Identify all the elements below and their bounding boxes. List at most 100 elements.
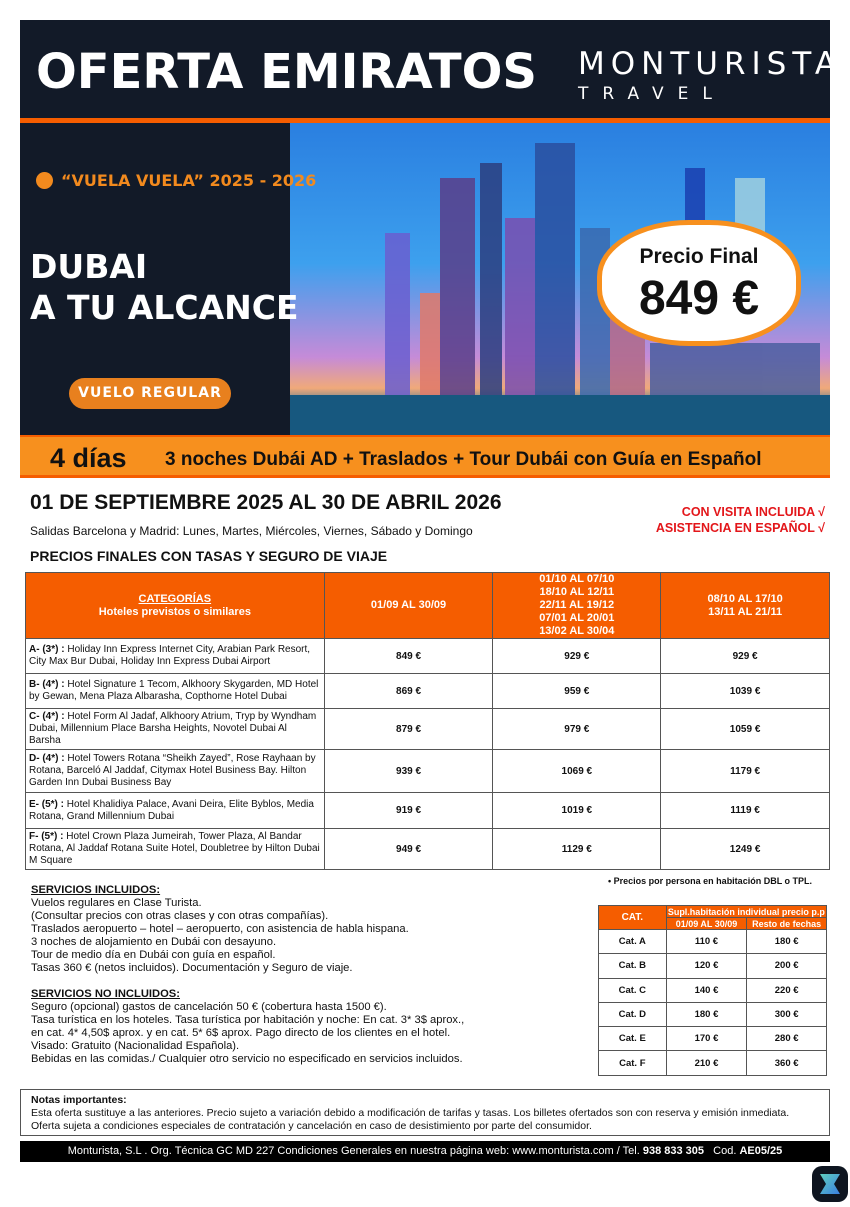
categories-title: CATEGORÍAS <box>138 592 212 605</box>
date-range: 13/11 AL 21/11 <box>708 605 783 618</box>
header-col1: 01/09 AL 30/09 <box>323 572 494 639</box>
included-item: 3 noches de alojamiento en Dubái con des… <box>31 936 277 948</box>
header-col3: 08/10 AL 17/10 13/11 AL 21/11 <box>660 572 830 639</box>
category-cell: Cat. F <box>598 1050 667 1076</box>
table-header-row: CATEGORÍAS Hoteles previstos o similares … <box>25 572 830 639</box>
table-row: F- (5*) : Hotel Crown Plaza Jumeirah, To… <box>25 828 830 870</box>
prices-title: PRECIOS FINALES CON TASAS Y SEGURO DE VI… <box>30 548 388 564</box>
price-cell: 849 € <box>323 638 494 674</box>
table-row: Cat. C 140 €220 € <box>598 977 827 1003</box>
orange-dot-icon <box>36 172 53 189</box>
price-cell: 929 € <box>660 638 830 674</box>
category-code: D- (4*) : <box>29 753 65 764</box>
price-cell: 110 € <box>665 928 748 955</box>
price-note: • Precios por persona en habitación DBL … <box>608 876 813 886</box>
flight-badge: VUELO REGULAR <box>69 378 231 409</box>
hotel-list: Hotel Signature 1 Tecom, Alkhoory Skygar… <box>29 679 319 702</box>
date-range: 08/10 AL 17/10 <box>707 592 783 605</box>
not-included-item: Visado: Gratuito (Nacionalidad Española)… <box>31 1040 240 1052</box>
monturista-logo: MONTURISTA TRAVEL <box>578 46 842 104</box>
category-cell: Cat. A <box>598 928 667 955</box>
skyline-illustration <box>290 143 830 435</box>
price-cell: 180 € <box>665 1001 748 1028</box>
category-code: F- (5*) : <box>29 831 64 842</box>
header-col1: 01/09 AL 30/09 <box>665 917 748 930</box>
price-cell: 979 € <box>492 708 662 750</box>
table-row: Cat. D 180 €300 € <box>598 1001 827 1028</box>
category-cell: Cat. C <box>598 977 667 1003</box>
included-item: Traslados aeropuerto – hotel – aeropuert… <box>31 923 409 935</box>
headline-line2: A TU ALCANCE <box>30 288 299 327</box>
price-cell: 220 € <box>746 977 827 1003</box>
app-logo-icon[interactable] <box>812 1166 848 1202</box>
headline-line1: DUBAI <box>30 247 148 286</box>
header-categories: CATEGORÍAS Hoteles previstos o similares <box>25 572 325 639</box>
price-label: Precio Final <box>639 245 759 268</box>
price-table: CATEGORÍAS Hoteles previstos o similares … <box>25 572 830 870</box>
category-cell: Cat. D <box>598 1001 667 1028</box>
price-cell: 879 € <box>323 708 494 750</box>
hotel-category-cell: D- (4*) : Hotel Towers Rotana “Sheikh Za… <box>25 749 325 793</box>
header-supplement: Supl.habitación individual precio p.p <box>665 905 828 918</box>
footer-phone: 938 833 305 <box>642 1145 704 1157</box>
footer-code-label: Cod. <box>704 1145 740 1157</box>
date-range: 07/01 AL 20/01 <box>539 612 615 624</box>
itinerary-banner <box>20 435 830 478</box>
category-code: C- (4*) : <box>29 711 65 722</box>
departures-info: Salidas Barcelona y Madrid: Lunes, Marte… <box>30 524 473 538</box>
highlight-visit: CON VISITA INCLUIDA √ <box>681 505 825 519</box>
price-cell: 869 € <box>323 673 494 709</box>
date-range: 13/02 AL 30/04 <box>539 625 615 637</box>
table-row: Cat. A 110 €180 € <box>598 928 827 955</box>
table-row: A- (3*) : Holiday Inn Express Internet C… <box>25 638 830 674</box>
price-cell: 120 € <box>665 953 748 979</box>
notes-line: Esta oferta sustituye a las anteriores. … <box>31 1107 790 1119</box>
price-cell: 360 € <box>746 1050 827 1076</box>
price-cell: 140 € <box>665 977 748 1003</box>
hotel-list: Hotel Crown Plaza Jumeirah, Tower Plaza,… <box>29 831 320 866</box>
header-col2: Resto de fechas <box>746 917 827 930</box>
price-cell: 280 € <box>746 1026 827 1052</box>
notes-title: Notas importantes: <box>31 1094 127 1106</box>
not-included-item: Seguro (opcional) gastos de cancelación … <box>31 1001 387 1013</box>
category-code: E- (5*) : <box>29 798 64 810</box>
spacer <box>31 975 464 988</box>
not-included-item: Tasa turística en los hoteles. Tasa turí… <box>31 1014 465 1026</box>
logo-line2: TRAVEL <box>578 84 726 104</box>
price-value: 849 € <box>638 272 760 325</box>
price-cell: 929 € <box>492 638 662 674</box>
price-bubble: Precio Final 849 € <box>597 220 801 346</box>
category-code: B- (4*) : <box>29 679 65 690</box>
itinerary-summary: 3 noches Dubái AD + Traslados + Tour Dub… <box>165 449 762 470</box>
table-header-row: CAT. Supl.habitación individual precio p… <box>598 905 828 930</box>
hotel-category-cell: B- (4*) : Hotel Signature 1 Tecom, Alkho… <box>25 673 325 709</box>
hero-headline: DUBAI A TU ALCANCE <box>30 246 299 328</box>
hotel-list: Hotel Form Al Jadaf, Alkhoory Atrium, Tr… <box>29 711 317 746</box>
header-divider <box>20 118 830 123</box>
included-item: Tasas 360 € (netos incluidos). Documenta… <box>31 962 353 974</box>
campaign-label: “VUELA VUELA” 2025 - 2026 <box>36 171 316 190</box>
price-cell: 939 € <box>323 749 494 793</box>
price-cell: 1249 € <box>660 828 830 870</box>
campaign-text: “VUELA VUELA” 2025 - 2026 <box>61 171 317 190</box>
notes-line: Oferta sujeta a condiciones especiales d… <box>31 1120 592 1132</box>
table-row: Cat. B 120 €200 € <box>598 953 827 979</box>
hotel-category-cell: F- (5*) : Hotel Crown Plaza Jumeirah, To… <box>25 828 325 870</box>
price-cell: 959 € <box>492 673 662 709</box>
table-row: B- (4*) : Hotel Signature 1 Tecom, Alkho… <box>25 673 830 709</box>
not-included-item: Bebidas en las comidas./ Cualquier otro … <box>31 1053 463 1065</box>
price-cell: 949 € <box>323 828 494 870</box>
footer: Monturista, S.L . Org. Técnica GC MD 227… <box>20 1141 830 1162</box>
table-subheader-row: 01/09 AL 30/09 Resto de fechas <box>599 917 827 930</box>
price-cell: 919 € <box>323 792 494 829</box>
header-cat: CAT. <box>598 905 667 930</box>
validity-dates: 01 DE SEPTIEMBRE 2025 AL 30 DE ABRIL 202… <box>30 491 502 514</box>
date-range: 22/11 AL 19/12 <box>539 599 615 611</box>
not-included-title: SERVICIOS NO INCLUIDOS: <box>31 988 180 1000</box>
header-col2: 01/10 AL 07/10 18/10 AL 12/11 22/11 AL 1… <box>492 572 662 639</box>
price-cell: 170 € <box>665 1026 748 1052</box>
hotel-list: Hotel Towers Rotana “Sheikh Zayed”, Rose… <box>29 753 316 788</box>
logo-line1: MONTURISTA <box>578 46 843 82</box>
included-item: Tour de medio día en Dubái con guía en e… <box>31 949 276 961</box>
price-cell: 1119 € <box>660 792 830 829</box>
